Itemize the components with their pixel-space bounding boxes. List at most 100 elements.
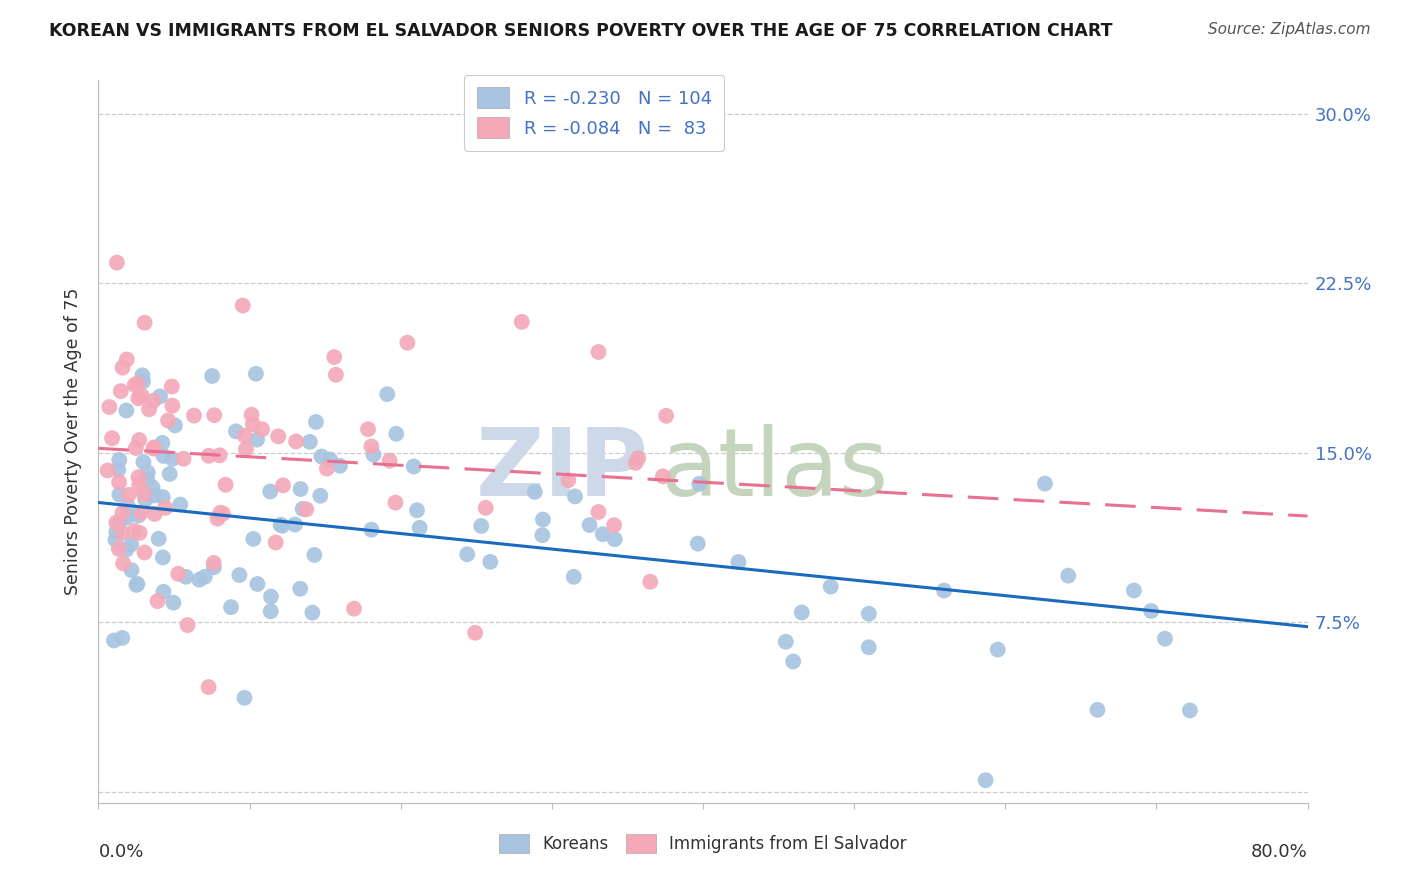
- Point: [148, 532, 170, 546]
- Text: Source: ZipAtlas.com: Source: ZipAtlas.com: [1208, 22, 1371, 37]
- Point: [311, 450, 333, 464]
- Point: [188, 573, 211, 587]
- Point: [134, 492, 156, 507]
- Point: [271, 518, 294, 533]
- Point: [152, 550, 174, 565]
- Point: [152, 449, 174, 463]
- Text: ZIP: ZIP: [475, 425, 648, 516]
- Point: [782, 655, 804, 669]
- Point: [131, 388, 153, 402]
- Point: [592, 527, 614, 541]
- Point: [198, 449, 221, 463]
- Point: [858, 640, 880, 655]
- Point: [202, 560, 225, 574]
- Point: [408, 521, 430, 535]
- Point: [225, 425, 247, 439]
- Point: [688, 476, 710, 491]
- Point: [134, 545, 156, 559]
- Legend: Koreans, Immigrants from El Salvador: Koreans, Immigrants from El Salvador: [492, 827, 914, 860]
- Point: [531, 528, 554, 542]
- Point: [456, 547, 478, 561]
- Point: [163, 418, 186, 433]
- Point: [167, 566, 190, 581]
- Point: [562, 570, 585, 584]
- Point: [267, 429, 290, 443]
- Point: [162, 399, 184, 413]
- Point: [474, 500, 496, 515]
- Point: [127, 376, 149, 391]
- Point: [125, 441, 148, 455]
- Point: [97, 463, 120, 477]
- Point: [343, 601, 366, 615]
- Point: [157, 413, 180, 427]
- Text: 80.0%: 80.0%: [1251, 843, 1308, 861]
- Point: [260, 590, 283, 604]
- Point: [309, 489, 332, 503]
- Point: [638, 574, 661, 589]
- Point: [108, 475, 131, 490]
- Point: [1154, 632, 1177, 646]
- Point: [105, 524, 128, 539]
- Point: [117, 499, 139, 513]
- Point: [98, 400, 121, 414]
- Point: [142, 442, 165, 456]
- Point: [406, 503, 429, 517]
- Point: [127, 470, 149, 484]
- Point: [103, 633, 125, 648]
- Point: [112, 556, 135, 570]
- Point: [128, 525, 150, 540]
- Point: [402, 459, 425, 474]
- Point: [118, 488, 141, 502]
- Point: [242, 417, 264, 432]
- Point: [201, 369, 224, 384]
- Point: [250, 422, 273, 436]
- Point: [173, 451, 195, 466]
- Point: [108, 541, 131, 556]
- Point: [510, 315, 533, 329]
- Point: [169, 498, 191, 512]
- Point: [242, 532, 264, 546]
- Point: [240, 408, 263, 422]
- Point: [132, 487, 155, 501]
- Point: [127, 577, 149, 591]
- Point: [285, 434, 308, 449]
- Point: [651, 469, 673, 483]
- Point: [160, 379, 183, 393]
- Point: [264, 535, 287, 549]
- Point: [360, 523, 382, 537]
- Point: [127, 508, 149, 523]
- Point: [1122, 583, 1144, 598]
- Point: [110, 384, 132, 398]
- Point: [564, 490, 586, 504]
- Point: [396, 335, 419, 350]
- Point: [291, 502, 314, 516]
- Text: KOREAN VS IMMIGRANTS FROM EL SALVADOR SENIORS POVERTY OVER THE AGE OF 75 CORRELA: KOREAN VS IMMIGRANTS FROM EL SALVADOR SE…: [49, 22, 1112, 40]
- Point: [108, 453, 131, 467]
- Point: [603, 518, 626, 533]
- Point: [523, 484, 546, 499]
- Point: [108, 487, 131, 501]
- Point: [228, 568, 250, 582]
- Point: [298, 434, 321, 449]
- Point: [146, 594, 169, 608]
- Point: [111, 525, 134, 540]
- Point: [141, 480, 163, 494]
- Point: [162, 596, 184, 610]
- Point: [245, 367, 267, 381]
- Point: [319, 452, 342, 467]
- Point: [176, 618, 198, 632]
- Point: [174, 570, 197, 584]
- Point: [128, 433, 150, 447]
- Point: [214, 477, 236, 491]
- Point: [627, 451, 650, 466]
- Point: [121, 563, 143, 577]
- Point: [194, 570, 217, 584]
- Point: [136, 472, 159, 486]
- Point: [212, 507, 235, 521]
- Point: [1178, 703, 1201, 717]
- Point: [686, 536, 709, 550]
- Point: [159, 467, 181, 481]
- Point: [111, 631, 134, 645]
- Point: [125, 578, 148, 592]
- Y-axis label: Seniors Poverty Over the Age of 75: Seniors Poverty Over the Age of 75: [65, 288, 83, 595]
